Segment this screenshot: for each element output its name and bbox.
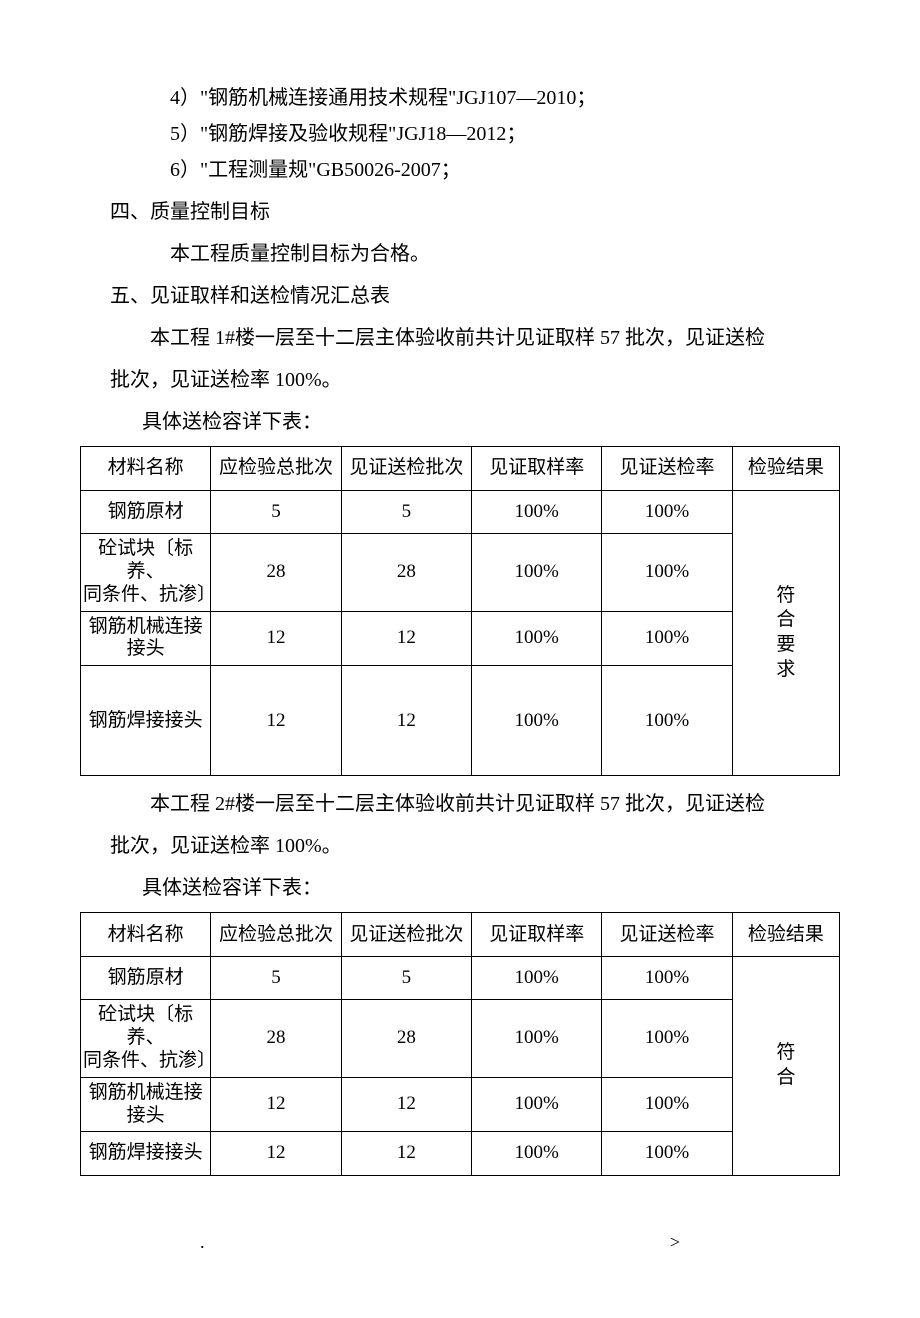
result-line: 求 — [735, 658, 837, 683]
table-1-intro: 具体送检容详下表： — [80, 404, 840, 440]
cell-total: 5 — [211, 957, 341, 1000]
col-sent-batches: 见证送检批次 — [341, 913, 471, 957]
cell-material: 钢筋机械连接接头 — [81, 1077, 211, 1132]
cell-material: 钢筋焊接接头 — [81, 666, 211, 776]
footer-dot-right: > — [670, 1226, 680, 1258]
table-row: 钢筋焊接接头 12 12 100% 100% — [81, 666, 840, 776]
cell-sample-rate: 100% — [472, 534, 602, 611]
result-line: 符 — [735, 584, 837, 609]
cell-material: 钢筋原材 — [81, 491, 211, 534]
section-5-para-2b: 批次，见证送检率 100%。 — [80, 828, 840, 864]
cell-sent: 5 — [341, 491, 471, 534]
cell-total: 12 — [211, 1077, 341, 1132]
col-sent-rate: 见证送检率 — [602, 447, 732, 491]
table-2-intro: 具体送检容详下表： — [80, 870, 840, 906]
result-line: 要 — [735, 633, 837, 658]
cell-sample-rate: 100% — [472, 611, 602, 666]
table-row: 砼试块〔标养、同条件、抗渗〕 28 28 100% 100% — [81, 1000, 840, 1077]
col-material-name: 材料名称 — [81, 447, 211, 491]
table-row: 钢筋机械连接接头 12 12 100% 100% — [81, 611, 840, 666]
cell-sample-rate: 100% — [472, 1000, 602, 1077]
list-item-4: 4）"钢筋机械连接通用技术规程"JGJ107—2010； — [80, 80, 840, 116]
cell-material: 砼试块〔标养、同条件、抗渗〕 — [81, 1000, 211, 1077]
cell-sent-rate: 100% — [602, 957, 732, 1000]
cell-total: 28 — [211, 1000, 341, 1077]
cell-sent-rate: 100% — [602, 491, 732, 534]
cell-sent-rate: 100% — [602, 1077, 732, 1132]
cell-sample-rate: 100% — [472, 666, 602, 776]
list-item-5: 5）"钢筋焊接及验收规程"JGJ18—2012； — [80, 116, 840, 152]
cell-sent-rate: 100% — [602, 1000, 732, 1077]
footer-marks: . > — [80, 1186, 840, 1258]
section-5-para-1b: 批次，见证送检率 100%。 — [80, 362, 840, 398]
cell-sent: 12 — [341, 611, 471, 666]
cell-sample-rate: 100% — [472, 1132, 602, 1175]
result-line: 合 — [735, 1066, 837, 1091]
cell-sample-rate: 100% — [472, 957, 602, 1000]
result-line: 合 — [735, 608, 837, 633]
cell-sent-rate: 100% — [602, 1132, 732, 1175]
cell-result-merged: 符 合 要 求 — [732, 491, 839, 776]
cell-total: 28 — [211, 534, 341, 611]
cell-sample-rate: 100% — [472, 1077, 602, 1132]
cell-sent: 12 — [341, 1077, 471, 1132]
col-sent-batches: 见证送检批次 — [341, 447, 471, 491]
col-sample-rate: 见证取样率 — [472, 447, 602, 491]
table-row: 钢筋原材 5 5 100% 100% 符 合 要 求 — [81, 491, 840, 534]
table-row: 砼试块〔标养、同条件、抗渗〕 28 28 100% 100% — [81, 534, 840, 611]
col-result: 检验结果 — [732, 447, 839, 491]
table-row: 钢筋机械连接接头 12 12 100% 100% — [81, 1077, 840, 1132]
footer-dot-left: . — [200, 1226, 205, 1258]
table-1: 材料名称 应检验总批次 见证送检批次 见证取样率 见证送检率 检验结果 钢筋原材… — [80, 446, 840, 776]
cell-sample-rate: 100% — [472, 491, 602, 534]
cell-result-merged: 符 合 — [732, 957, 839, 1175]
section-5-para-2a: 本工程 2#楼一层至十二层主体验收前共计见证取样 57 批次，见证送检 — [80, 786, 840, 822]
cell-sent: 28 — [341, 534, 471, 611]
cell-sent: 28 — [341, 1000, 471, 1077]
col-sent-rate: 见证送检率 — [602, 913, 732, 957]
cell-material: 钢筋焊接接头 — [81, 1132, 211, 1175]
cell-total: 12 — [211, 666, 341, 776]
section-5-heading: 五、见证取样和送检情况汇总表 — [80, 278, 840, 314]
cell-sent: 12 — [341, 1132, 471, 1175]
cell-total: 12 — [211, 1132, 341, 1175]
table-row: 钢筋焊接接头 12 12 100% 100% — [81, 1132, 840, 1175]
cell-total: 5 — [211, 491, 341, 534]
cell-material: 砼试块〔标养、同条件、抗渗〕 — [81, 534, 211, 611]
col-material-name: 材料名称 — [81, 913, 211, 957]
section-4-heading: 四、质量控制目标 — [80, 194, 840, 230]
section-5-para-1a: 本工程 1#楼一层至十二层主体验收前共计见证取样 57 批次，见证送检 — [80, 320, 840, 356]
col-sample-rate: 见证取样率 — [472, 913, 602, 957]
cell-total: 12 — [211, 611, 341, 666]
list-item-6: 6）"工程测量规"GB50026-2007； — [80, 152, 840, 188]
cell-material: 钢筋机械连接接头 — [81, 611, 211, 666]
cell-sent-rate: 100% — [602, 534, 732, 611]
cell-sent-rate: 100% — [602, 666, 732, 776]
col-total-batches: 应检验总批次 — [211, 447, 341, 491]
table-header-row: 材料名称 应检验总批次 见证送检批次 见证取样率 见证送检率 检验结果 — [81, 913, 840, 957]
cell-sent: 12 — [341, 666, 471, 776]
result-line: 符 — [735, 1041, 837, 1066]
cell-material: 钢筋原材 — [81, 957, 211, 1000]
table-header-row: 材料名称 应检验总批次 见证送检批次 见证取样率 见证送检率 检验结果 — [81, 447, 840, 491]
cell-sent-rate: 100% — [602, 611, 732, 666]
table-row: 钢筋原材 5 5 100% 100% 符 合 — [81, 957, 840, 1000]
section-4-body: 本工程质量控制目标为合格。 — [80, 236, 840, 272]
col-total-batches: 应检验总批次 — [211, 913, 341, 957]
cell-sent: 5 — [341, 957, 471, 1000]
table-2: 材料名称 应检验总批次 见证送检批次 见证取样率 见证送检率 检验结果 钢筋原材… — [80, 912, 840, 1175]
col-result: 检验结果 — [732, 913, 839, 957]
